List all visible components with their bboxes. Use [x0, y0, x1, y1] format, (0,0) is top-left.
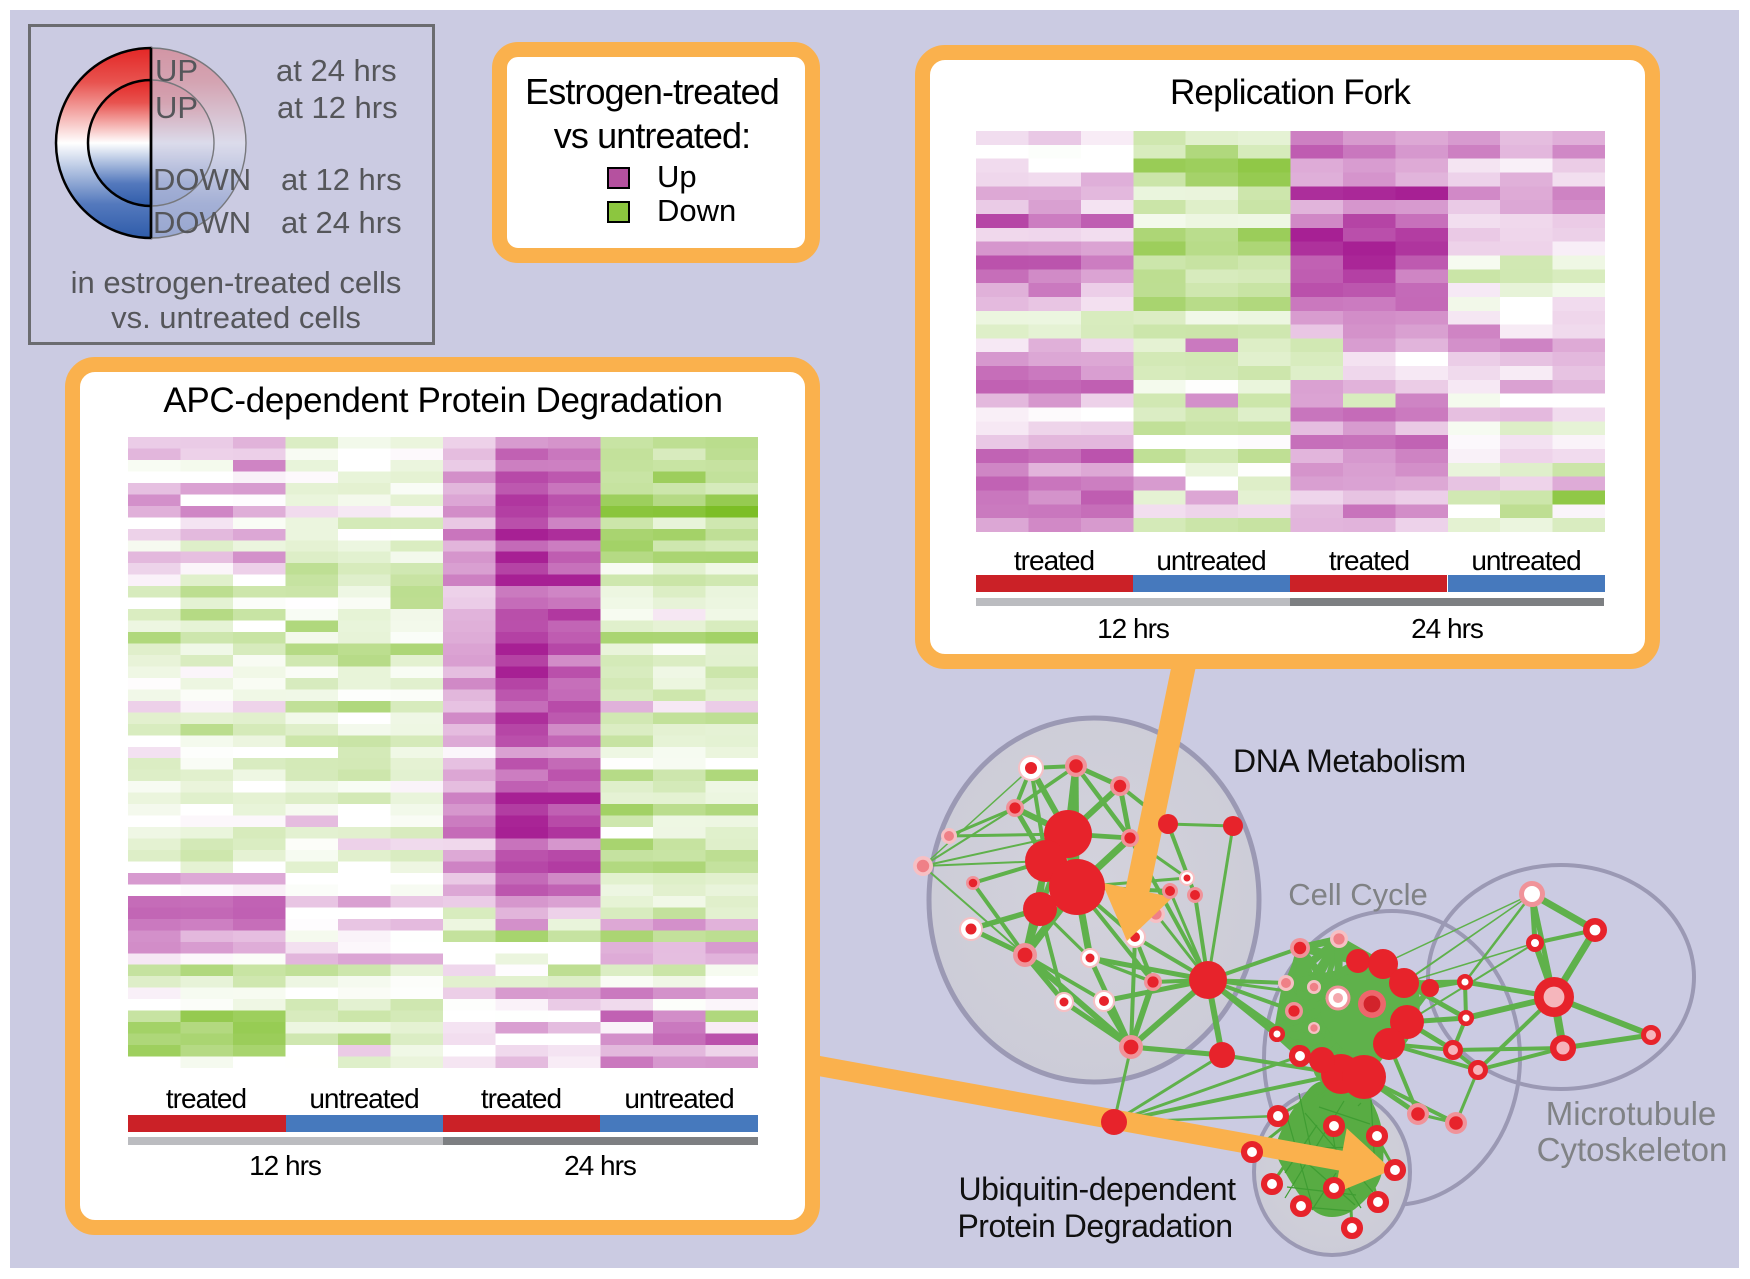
svg-text:DNA Metabolism: DNA Metabolism: [1233, 743, 1466, 779]
svg-text:Protein Degradation: Protein Degradation: [957, 1208, 1232, 1244]
svg-text:Cytoskeleton: Cytoskeleton: [1537, 1131, 1728, 1168]
svg-text:Ubiquitin-dependent: Ubiquitin-dependent: [959, 1171, 1237, 1207]
svg-text:Microtubule: Microtubule: [1546, 1095, 1717, 1132]
svg-text:Cell Cycle: Cell Cycle: [1288, 877, 1428, 912]
